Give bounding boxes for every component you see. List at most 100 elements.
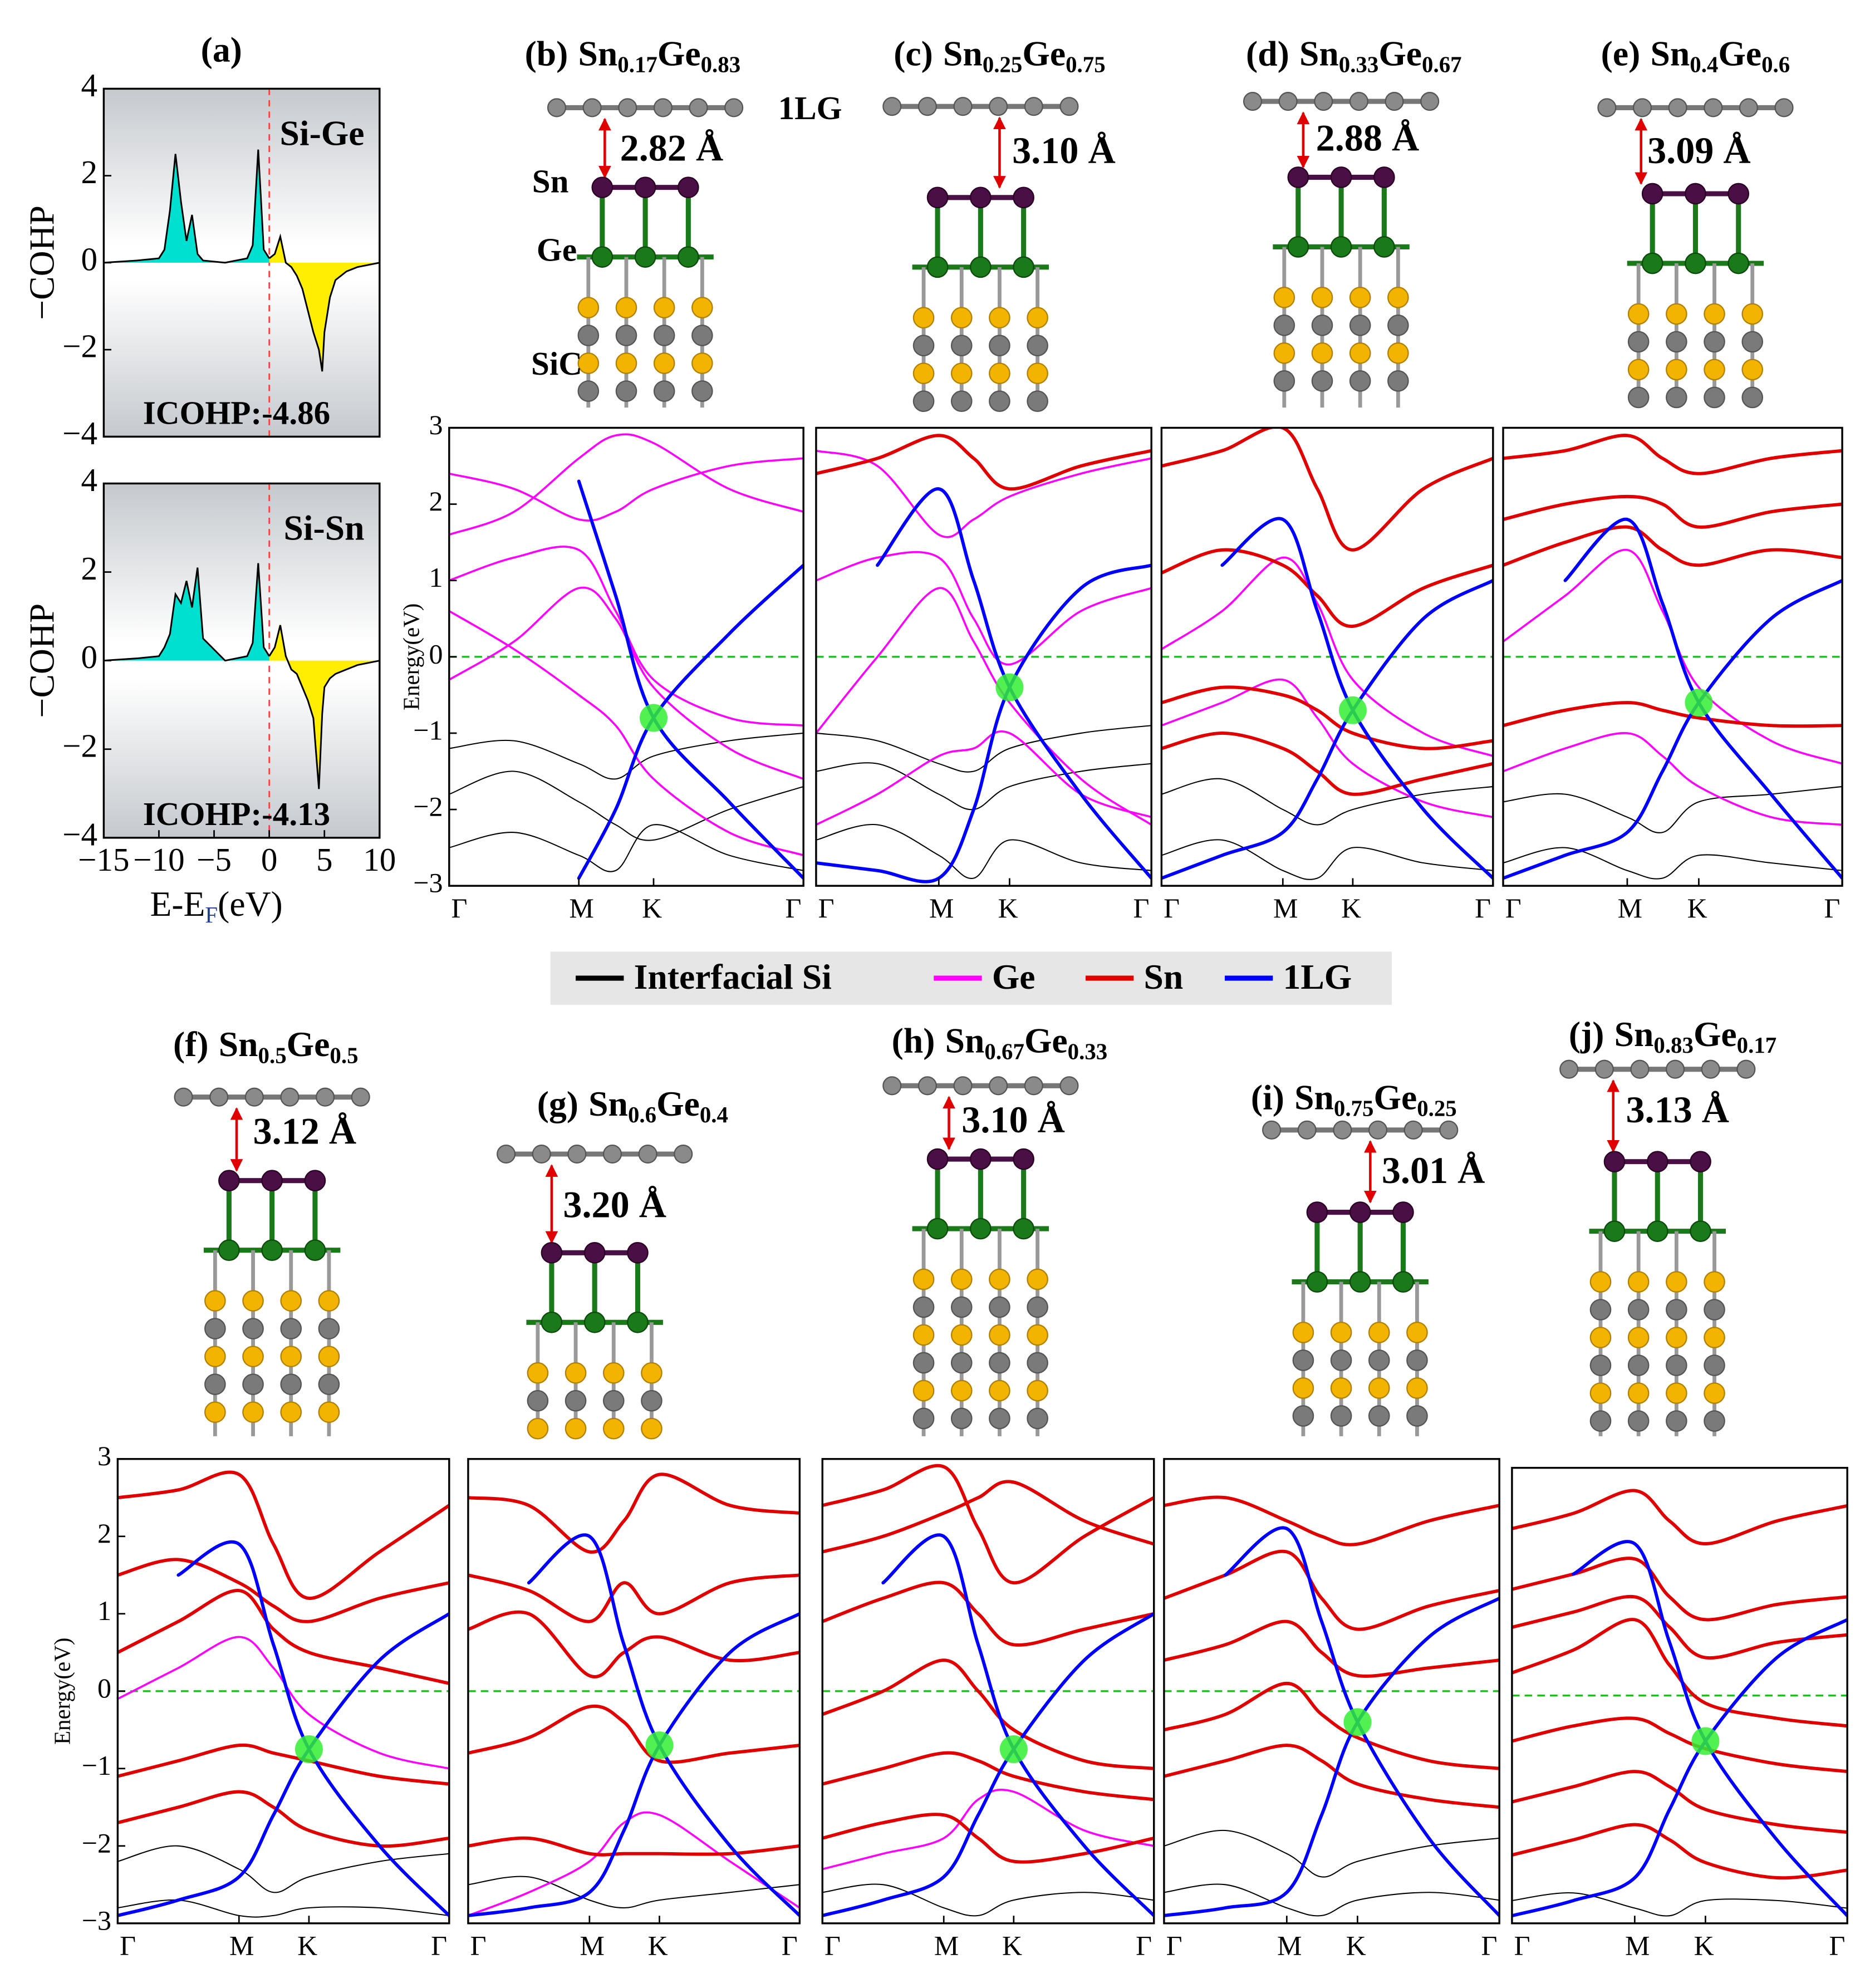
silicon-atom <box>1666 1271 1687 1293</box>
silicon-atom <box>1589 1271 1612 1293</box>
carbon-atom <box>1420 92 1440 111</box>
y-tick-label: −4 <box>62 816 97 852</box>
dirac-point <box>295 1735 323 1764</box>
carbon-atom <box>174 1087 193 1107</box>
carbon-atom <box>1406 1349 1428 1371</box>
carbon-atom <box>1627 331 1650 353</box>
element: Sn <box>1294 1077 1334 1117</box>
carbon-atom <box>653 380 675 402</box>
x-tick-label: −10 <box>133 841 184 878</box>
carbon-atom <box>242 1318 264 1339</box>
x-tick-label: Γ <box>1514 1930 1530 1961</box>
carbon-atom <box>641 1390 662 1412</box>
element: Ge <box>1718 33 1761 73</box>
silicon-atom <box>1406 1377 1428 1399</box>
silicon-atom <box>1627 303 1650 325</box>
subscript: 0.6 <box>1761 52 1790 77</box>
panel-title: (g) Sn0.6Ge0.4 <box>537 1084 728 1128</box>
carbon-atom <box>567 1144 587 1164</box>
band <box>822 1789 1154 1871</box>
band <box>468 1573 800 1623</box>
silicon-atom <box>989 1380 1010 1402</box>
legend-label: Sn <box>1144 957 1184 997</box>
carbon-atom <box>582 98 602 117</box>
y-tick-label: −1 <box>82 1750 111 1781</box>
carbon-atom <box>1627 1354 1650 1376</box>
silicon-atom <box>1704 359 1725 381</box>
y-tick-label: −2 <box>62 328 97 365</box>
carbon-atom <box>316 1087 335 1107</box>
plot-frame <box>815 426 1152 887</box>
icohp-label: ICOHP:-4.86 <box>143 395 330 431</box>
x-tick-label: M <box>580 1930 604 1961</box>
distance-label: 3.12 Å <box>253 1110 357 1152</box>
panel-label: (a) <box>201 30 242 69</box>
carbon-atom <box>1027 390 1048 413</box>
band <box>816 823 1152 879</box>
carbon-atom <box>953 97 973 116</box>
plot-area <box>1503 434 1843 880</box>
carbon-atom <box>1292 1349 1314 1371</box>
distance-label: 3.10 Å <box>1012 129 1116 171</box>
carbon-atom <box>989 97 1008 116</box>
sn-atom <box>1013 1148 1034 1170</box>
element: Ge <box>1024 1020 1068 1060</box>
ge-atom <box>1690 1220 1711 1242</box>
carbon-atom <box>912 1352 935 1374</box>
carbon-atom <box>209 1087 229 1107</box>
subscript: 0.6 <box>628 1102 656 1127</box>
sn-atom <box>678 176 699 198</box>
carbon-atom <box>989 1407 1010 1430</box>
carbon-atom <box>953 1076 973 1096</box>
band <box>822 1658 1154 1770</box>
carbon-atom <box>950 1296 973 1318</box>
carbon-atom <box>950 1352 973 1374</box>
panel-title: (j) Sn0.83Ge0.17 <box>1569 1014 1776 1058</box>
band <box>1511 1892 1848 1917</box>
carbon-atom <box>602 1390 625 1412</box>
dirac-point <box>640 704 668 732</box>
carbon-atom <box>532 1144 551 1164</box>
band <box>1503 494 1843 529</box>
silicon-atom <box>1627 1271 1650 1293</box>
band <box>816 725 1152 773</box>
silicon-atom <box>1666 303 1687 325</box>
x-tick-label: M <box>934 1930 959 1961</box>
silicon-atom <box>527 1362 549 1384</box>
carbon-atom <box>989 390 1010 413</box>
carbon-atom <box>689 98 708 117</box>
element: Sn <box>578 33 618 73</box>
dirac-point <box>1691 1727 1720 1755</box>
carbon-atom <box>527 1390 549 1412</box>
carbon-atom <box>1333 1120 1352 1140</box>
band <box>1511 1618 1848 1918</box>
x-axis-label-text: E-E <box>150 883 205 923</box>
x-axis-label-sub: F <box>205 902 218 927</box>
icohp-label: ICOHP:-4.13 <box>143 796 330 832</box>
x-tick-label: Γ <box>1136 1930 1152 1961</box>
silicon-atom <box>527 1417 549 1440</box>
ge-atom <box>1392 1271 1414 1293</box>
sn-atom <box>1287 166 1309 188</box>
subscript: 0.33 <box>1068 1039 1108 1064</box>
silicon-atom <box>691 297 713 318</box>
carbon-atom <box>1273 370 1295 392</box>
carbon-atom <box>1668 98 1687 117</box>
band <box>468 1704 800 1764</box>
cohp-line <box>268 625 380 789</box>
y-tick-label: −2 <box>82 1827 111 1858</box>
ge-atom <box>591 246 614 268</box>
subscript: 0.67 <box>984 1039 1024 1064</box>
x-tick-label: K <box>642 892 662 924</box>
silicon-atom <box>1387 287 1409 308</box>
band <box>176 1540 449 1917</box>
subscript: 0.17 <box>617 52 657 77</box>
structure <box>174 1087 370 1436</box>
carbon-atom <box>1704 331 1725 353</box>
silicon-atom <box>989 1268 1010 1290</box>
carbon-atom <box>1059 1076 1079 1096</box>
structure-label: Ge <box>537 231 577 268</box>
carbon-atom <box>1704 386 1725 409</box>
panel-label: (i) <box>1251 1077 1284 1117</box>
